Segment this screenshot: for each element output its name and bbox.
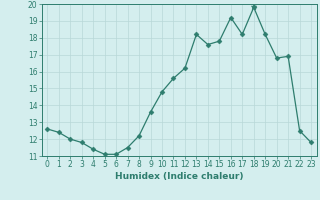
X-axis label: Humidex (Indice chaleur): Humidex (Indice chaleur) (115, 172, 244, 181)
